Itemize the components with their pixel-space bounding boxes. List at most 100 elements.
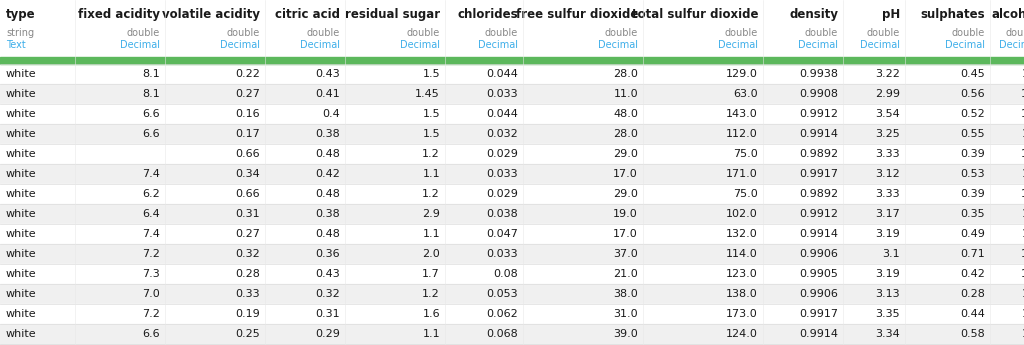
Text: 0.047: 0.047 <box>486 229 518 239</box>
Text: 114.0: 114.0 <box>726 249 758 259</box>
Text: 173.0: 173.0 <box>726 309 758 319</box>
Text: 2.99: 2.99 <box>874 89 900 99</box>
Text: 1.2: 1.2 <box>422 149 440 159</box>
Text: 38.0: 38.0 <box>613 289 638 299</box>
Text: pH: pH <box>882 8 900 21</box>
Text: double: double <box>725 28 758 38</box>
Text: 0.39: 0.39 <box>961 149 985 159</box>
Text: Decimal: Decimal <box>300 40 340 50</box>
Text: Decimal: Decimal <box>400 40 440 50</box>
Text: 129.0: 129.0 <box>726 69 758 79</box>
Text: double: double <box>307 28 340 38</box>
Text: double: double <box>484 28 518 38</box>
Text: 0.053: 0.053 <box>486 289 518 299</box>
Text: Decimal: Decimal <box>478 40 518 50</box>
Text: 0.22: 0.22 <box>236 69 260 79</box>
Text: 0.35: 0.35 <box>961 209 985 219</box>
Text: 0.43: 0.43 <box>315 69 340 79</box>
Text: 0.71: 0.71 <box>961 249 985 259</box>
Text: 0.038: 0.038 <box>486 209 518 219</box>
Bar <box>0 284 1024 304</box>
Text: 11.: 11. <box>1021 169 1024 179</box>
Text: white: white <box>6 209 37 219</box>
Text: white: white <box>6 289 37 299</box>
Text: 0.9906: 0.9906 <box>799 289 838 299</box>
Text: 102.0: 102.0 <box>726 209 758 219</box>
Text: sulphates: sulphates <box>921 8 985 21</box>
Bar <box>0 144 1024 164</box>
Text: 1.5: 1.5 <box>422 109 440 119</box>
Text: double: double <box>605 28 638 38</box>
Text: 12.: 12. <box>1021 189 1024 199</box>
Text: 0.27: 0.27 <box>236 229 260 239</box>
Text: white: white <box>6 329 37 339</box>
Text: 17.0: 17.0 <box>613 229 638 239</box>
Bar <box>0 304 1024 324</box>
Text: 3.33: 3.33 <box>876 189 900 199</box>
Text: 138.0: 138.0 <box>726 289 758 299</box>
Text: double: double <box>805 28 838 38</box>
Text: double: double <box>1006 28 1024 38</box>
Text: 0.9892: 0.9892 <box>799 149 838 159</box>
Text: 0.66: 0.66 <box>236 149 260 159</box>
Text: 39.0: 39.0 <box>613 329 638 339</box>
Text: 75.0: 75.0 <box>733 149 758 159</box>
Text: 12.: 12. <box>1021 269 1024 279</box>
Bar <box>0 64 1024 84</box>
Text: 6.6: 6.6 <box>142 129 160 139</box>
Bar <box>0 224 1024 244</box>
Text: 29.0: 29.0 <box>613 189 638 199</box>
Text: 6.6: 6.6 <box>142 329 160 339</box>
Text: white: white <box>6 189 37 199</box>
Text: 0.044: 0.044 <box>486 109 518 119</box>
Text: 3.13: 3.13 <box>876 289 900 299</box>
Text: 6.2: 6.2 <box>142 189 160 199</box>
Text: fixed acidity: fixed acidity <box>78 8 160 21</box>
Text: 0.9905: 0.9905 <box>799 269 838 279</box>
Text: 29.0: 29.0 <box>613 149 638 159</box>
Text: Decimal: Decimal <box>999 40 1024 50</box>
Text: 0.32: 0.32 <box>315 289 340 299</box>
Text: 112.0: 112.0 <box>726 129 758 139</box>
Text: 3.1: 3.1 <box>883 249 900 259</box>
Bar <box>0 204 1024 224</box>
Text: 1.7: 1.7 <box>422 269 440 279</box>
Text: 0.52: 0.52 <box>961 109 985 119</box>
Text: residual sugar: residual sugar <box>345 8 440 21</box>
Text: 11.: 11. <box>1021 209 1024 219</box>
Text: 0.33: 0.33 <box>236 289 260 299</box>
Text: type: type <box>6 8 36 21</box>
Text: 0.062: 0.062 <box>486 309 518 319</box>
Text: 0.48: 0.48 <box>315 189 340 199</box>
Text: Decimal: Decimal <box>718 40 758 50</box>
Text: white: white <box>6 309 37 319</box>
Text: double: double <box>407 28 440 38</box>
Text: 124.0: 124.0 <box>726 329 758 339</box>
Text: 0.9914: 0.9914 <box>799 229 838 239</box>
Text: 0.9908: 0.9908 <box>799 89 838 99</box>
Text: 0.9938: 0.9938 <box>799 69 838 79</box>
Text: white: white <box>6 249 37 259</box>
Text: 0.58: 0.58 <box>961 329 985 339</box>
Text: 0.19: 0.19 <box>236 309 260 319</box>
Text: 11.0: 11.0 <box>613 89 638 99</box>
Bar <box>0 264 1024 284</box>
Text: 7.2: 7.2 <box>142 309 160 319</box>
Text: 1.1: 1.1 <box>422 229 440 239</box>
Text: 0.9917: 0.9917 <box>799 309 838 319</box>
Text: 0.43: 0.43 <box>315 269 340 279</box>
Text: 11.: 11. <box>1021 69 1024 79</box>
Text: 3.19: 3.19 <box>876 269 900 279</box>
Text: Decimal: Decimal <box>798 40 838 50</box>
Text: 0.39: 0.39 <box>961 189 985 199</box>
Text: 0.033: 0.033 <box>486 169 518 179</box>
Text: white: white <box>6 169 37 179</box>
Text: 0.28: 0.28 <box>961 289 985 299</box>
Text: 0.9914: 0.9914 <box>799 329 838 339</box>
Bar <box>0 184 1024 204</box>
Text: 11.: 11. <box>1021 329 1024 339</box>
Text: 0.45: 0.45 <box>961 69 985 79</box>
Text: 0.9892: 0.9892 <box>799 189 838 199</box>
Text: total sulfur dioxide: total sulfur dioxide <box>632 8 758 21</box>
Text: 0.56: 0.56 <box>961 89 985 99</box>
